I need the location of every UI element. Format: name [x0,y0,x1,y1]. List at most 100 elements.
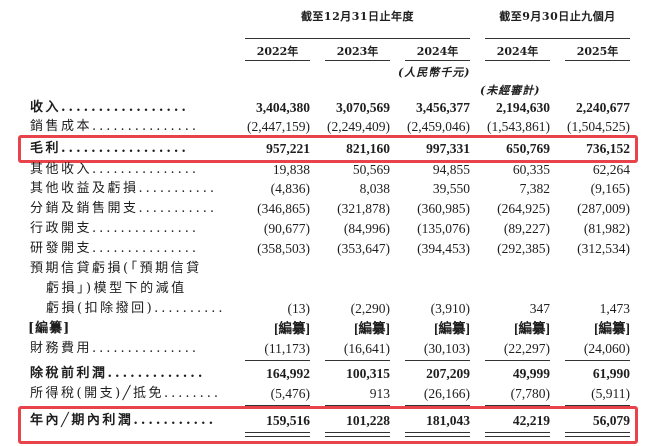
row-label: 其他收益及虧損........... [30,181,217,196]
cell-2022: 19,838 [272,162,310,177]
total-double-rule [405,432,470,437]
year-rule [565,60,630,61]
subtotal-rule [405,360,470,361]
cell-2023: (2,290) [350,301,390,316]
cell-2024-9m: [編纂] [514,321,550,336]
column-header-2024-9m: 2024年 [496,45,539,58]
cell-2023: 3,070,569 [336,100,390,115]
cell-2024-9m: (22,297) [503,341,550,356]
cell-2025-9m: [編纂] [594,321,630,336]
row-label: 銷售成本............... [30,119,200,134]
unaudited-note: (未經審計) [480,84,541,97]
year-rule [485,60,550,61]
cell-2024: (360,985) [417,201,470,216]
cell-2023: (16,641) [343,341,390,356]
cell-2024-9m: 347 [529,301,550,316]
table-row-admin-expenses: 行政開支............... (90,677) (84,996) (1… [0,219,660,238]
row-label: 其他收入............... [30,162,200,177]
cell-2024-9m: 2,194,630 [496,100,550,115]
cell-2022: (11,173) [264,341,310,356]
cell-2024-9m: (264,925) [497,201,550,216]
total-double-rule [325,432,390,437]
cell-2023: (353,647) [337,241,390,256]
cell-2025-9m: 61,990 [592,366,630,381]
period-header-nine-months: 截至9月30日止九個月 [499,10,616,23]
column-header-2022: 2022年 [256,45,299,58]
cell-2024: 181,043 [426,413,470,428]
cell-2024-9m: 650,769 [506,141,550,156]
table-row-cost-of-sales: 銷售成本............... (2,447,159) (2,249,4… [0,117,660,136]
cell-2025-9m: 2,240,677 [576,100,630,115]
cell-2024-9m: 60,335 [512,162,550,177]
cell-2023: [編纂] [354,321,390,336]
subtotal-rule [565,405,630,406]
cell-2024-9m: 49,999 [512,366,550,381]
subtotal-rule [245,360,310,361]
row-label: 收入................. [30,100,189,115]
cell-2025-9m: (287,009) [577,201,630,216]
table-row-net-profit: 年內╱期內利潤........... 159,516 101,228 181,0… [0,411,660,430]
row-label: 所得稅(開支)╱抵免........ [30,386,222,401]
row-label: 虧損」)模型下的減值 [46,281,187,296]
cell-2023: 821,160 [346,141,390,156]
cell-2024-9m: 42,219 [512,413,550,428]
cell-2022: 159,516 [266,413,310,428]
header-rule-nine-months [485,38,630,39]
table-row-rd-expenses: 研發開支............... (358,503) (353,647) … [0,239,660,258]
subtotal-rule [485,360,550,361]
cell-2024: (2,459,046) [407,119,470,134]
subtotal-rule [325,405,390,406]
row-label: 虧損(扣除撥回).......... [46,301,226,316]
total-double-rule [485,432,550,437]
column-header-2025-9m: 2025年 [576,45,619,58]
subtotal-rule [485,405,550,406]
cell-2023: 101,228 [346,413,390,428]
year-rule [405,60,470,61]
net-profit-highlight [18,406,638,444]
cell-2022: (346,865) [257,201,310,216]
cell-2023: 8,038 [359,181,390,196]
cell-2024: 39,550 [432,181,470,196]
cell-2023: 50,569 [352,162,390,177]
subtotal-rule [405,405,470,406]
cell-2025-9m: 62,264 [592,162,630,177]
column-header-2023: 2023年 [336,45,379,58]
cell-2025-9m: (9,165) [590,181,630,196]
cell-2024: 3,456,377 [416,100,470,115]
total-double-rule [245,432,310,437]
table-row-selling-expenses: 分銷及銷售開支........... (346,865) (321,878) (… [0,199,660,218]
row-label: 研發開支............... [30,241,200,256]
cell-2024: (135,076) [417,221,470,236]
cell-2022: 957,221 [266,141,310,156]
cell-2025-9m: (1,504,525) [567,119,630,134]
cell-2024: (26,166) [423,386,470,401]
cell-2024-9m: (7,780) [510,386,550,401]
cell-2025-9m: (5,911) [591,386,630,401]
cell-2025-9m: 56,079 [592,413,630,428]
cell-2024-9m: (89,227) [503,221,550,236]
cell-2024: [編纂] [434,321,470,336]
cell-2022: [編纂] [274,321,310,336]
cell-2022: (13) [287,301,311,316]
total-double-rule [565,432,630,437]
row-label: 預期信貸虧損(「預期信貸 [30,261,202,276]
cell-2025-9m: 1,473 [599,301,630,316]
subtotal-rule [565,360,630,361]
cell-2024: 207,209 [426,366,470,381]
table-row-profit-before-tax: 除稅前利潤............. 164,992 100,315 207,2… [0,364,660,383]
table-row-income-tax: 所得稅(開支)╱抵免........ (5,476) 913 (26,166) … [0,384,660,403]
cell-2024-9m: 7,382 [519,181,550,196]
column-header-2024: 2024年 [416,45,459,58]
row-label: 財務費用............... [30,341,200,356]
cell-2022: (358,503) [257,241,310,256]
cell-2024: (3,910) [430,301,470,316]
cell-2025-9m: (81,982) [583,221,630,236]
table-row-revenue: 收入................. 3,404,380 3,070,569 … [0,98,660,117]
row-label: 行政開支............... [30,221,200,236]
cell-2025-9m: (24,060) [583,341,630,356]
cell-2024-9m: (292,385) [497,241,550,256]
row-label: 年內╱期內利潤........... [30,413,217,428]
cell-2022: 3,404,380 [256,100,310,115]
table-row-gross-profit: 毛利................. 957,221 821,160 997,… [0,139,660,158]
cell-2024: 997,331 [426,141,470,156]
